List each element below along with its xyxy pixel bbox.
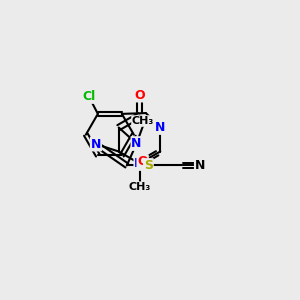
- Text: N: N: [155, 121, 166, 134]
- Text: Cl: Cl: [82, 90, 95, 103]
- Text: S: S: [144, 159, 153, 172]
- Text: CH₃: CH₃: [128, 182, 151, 192]
- Text: O: O: [137, 155, 148, 168]
- Text: N: N: [91, 138, 101, 151]
- Text: CH₃: CH₃: [132, 116, 154, 126]
- Text: N: N: [134, 157, 145, 170]
- Text: O: O: [134, 88, 145, 102]
- Text: N: N: [195, 159, 205, 172]
- Text: N: N: [131, 137, 142, 150]
